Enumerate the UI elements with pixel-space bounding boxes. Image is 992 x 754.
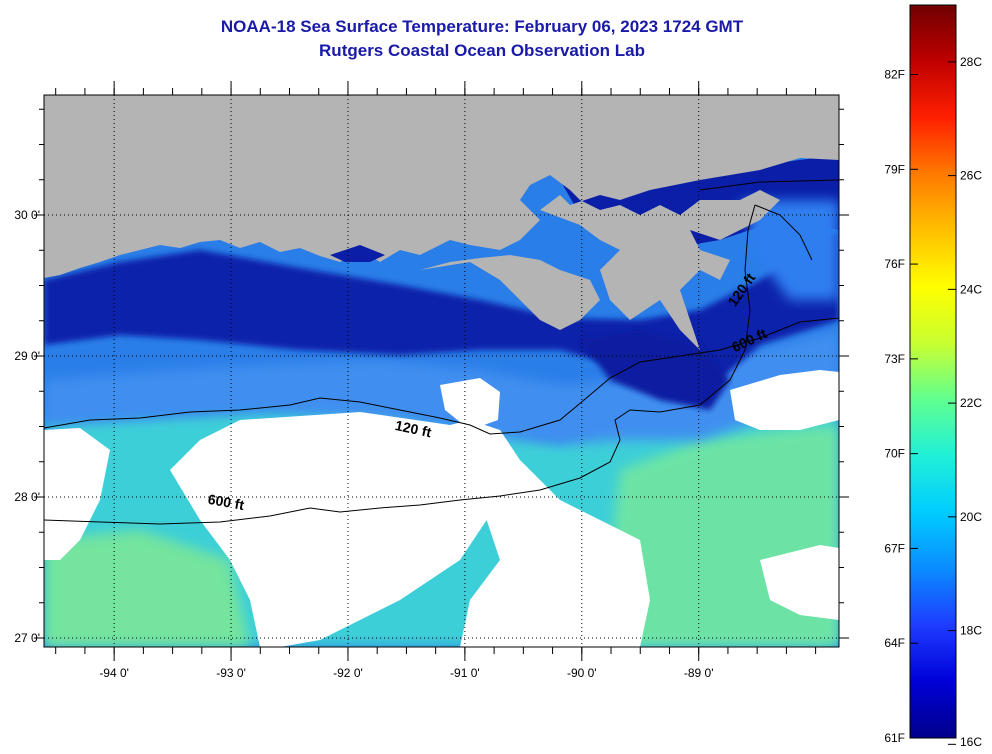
colorbar-f-label: 79F [884,162,905,176]
coastal-bay [330,245,385,262]
lat-tick-label: 29 0' [14,349,40,363]
land-mass [44,95,839,350]
colorbar-f-label: 61F [884,731,905,745]
lon-tick-label: -93 0' [216,666,246,680]
lat-tick-label: 27 0' [14,631,40,645]
contour-label: 600 ft [207,491,246,513]
lat-tick-label: 28 0' [14,490,40,504]
axis-labels: -94 0' -93 0' -92 0' -91 0' -90 0' -89 0' 30 0… [14,208,713,680]
map-subtitle: Rutgers Coastal Ocean Observation Lab [319,41,645,60]
colorbar-c-label: 24C [960,282,982,296]
colorbar [909,4,957,739]
land-delta [420,255,600,330]
map-title: NOAA-18 Sea Surface Temperature: Februar… [220,17,744,36]
cloud-cover-west [170,412,520,647]
cloud-cover-east-2 [760,545,839,620]
colorbar-f-label: 67F [884,541,905,555]
colorbar-f-label: 64F [884,636,905,650]
cloud-cover-south [460,460,650,647]
cloud-cover-east [730,370,839,430]
colorbar-c-label: 28C [960,55,982,69]
cloud-cover-center [440,378,500,430]
map-frame [43,94,840,648]
graticule [44,95,839,647]
contour-120ft [44,317,839,435]
colorbar-c-label: 16C [960,735,982,749]
colorbar-labels: 82F 79F 76F 73F 70F 67F 64F 61F 28C 26C 24C 22C 20C 1… [884,55,982,749]
colorbar-c-label: 22C [960,396,982,410]
warm-water-southwest [44,530,250,647]
contour-600ft-east [754,204,813,261]
colorbar-c-label: 26C [960,169,982,183]
colorbar-c-label: 20C [960,510,982,524]
colorbar-f-label: 82F [884,68,905,82]
frame-ticks [34,81,849,661]
lon-tick-label: -89 0' [684,666,714,680]
lon-tick-label: -90 0' [567,666,597,680]
colorbar-f-label: 70F [884,447,905,461]
contour-top-east [699,179,839,191]
lat-tick-label: 30 0' [14,208,40,222]
lon-tick-label: -91 0' [450,666,480,680]
colorbar-f-label: 76F [884,257,905,271]
colorbar-c-label: 18C [960,624,982,638]
lon-tick-label: -92 0' [333,666,363,680]
lon-tick-label: -94 0' [99,666,129,680]
contour-600ft [44,204,756,525]
cloud-cover-southwest [44,428,110,560]
eastern-shelf-water [740,200,839,300]
colorbar-f-label: 73F [884,352,905,366]
delta-dark-water [580,330,730,410]
contour-label: 120 ft [394,417,433,440]
